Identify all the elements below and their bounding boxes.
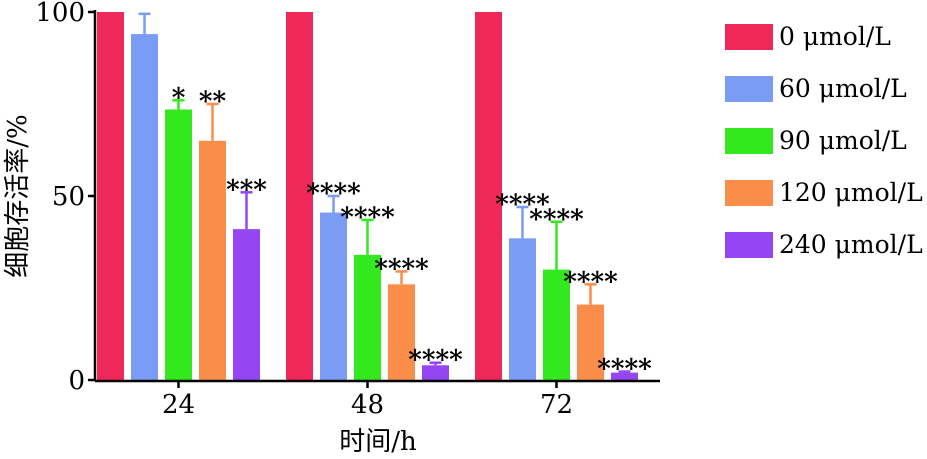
significance-label-3-72: **** <box>529 205 584 235</box>
bar-2-72 <box>509 238 536 380</box>
significance-label-3-24: * <box>172 83 186 113</box>
bars-layer: **** ********* ********** *********** **** <box>97 12 652 385</box>
significance-label-3-48: **** <box>340 203 395 233</box>
legend-label-2: 60 μmol/L <box>779 74 907 103</box>
y-tick-label: 100 <box>35 0 85 28</box>
significance-label-5-72: **** <box>597 355 652 385</box>
x-tick-label: 48 <box>351 390 384 420</box>
significance-label-2-48: **** <box>306 179 361 209</box>
legend-label-5: 240 μmol/L <box>779 230 923 259</box>
bar-5-24 <box>233 229 260 380</box>
x-tick-label: 72 <box>540 390 573 420</box>
legend-swatch-2 <box>725 76 773 102</box>
legend-label-1: 0 μmol/L <box>779 22 891 51</box>
y-tick-label: 0 <box>68 366 85 396</box>
bar-3-48 <box>354 254 381 380</box>
x-tick-label: 24 <box>162 390 195 420</box>
bar-2-48 <box>320 212 347 380</box>
significance-label-4-24: ** <box>199 87 227 117</box>
legend-swatch-4 <box>725 180 773 206</box>
y-axis-title: 细胞存活率/% <box>3 114 33 277</box>
bar-3-24 <box>165 109 192 381</box>
x-axis-title: 时间/h <box>339 427 417 457</box>
legend-swatch-5 <box>725 232 773 258</box>
legend-swatch-3 <box>725 128 773 154</box>
significance-label-5-24: *** <box>226 175 267 205</box>
ticks-layer: 0 50 100 24 48 72 <box>35 0 573 420</box>
labels-layer: 时间/h 细胞存活率/% <box>3 114 417 457</box>
bar-4-72 <box>577 304 604 380</box>
y-tick-label: 50 <box>52 182 85 212</box>
significance-label-2-72: **** <box>495 190 550 220</box>
legend-label-4: 120 μmol/L <box>779 178 923 207</box>
significance-label-4-48: **** <box>374 254 429 284</box>
bar-3-72 <box>543 269 570 380</box>
significance-label-5-48: **** <box>408 346 463 376</box>
significance-label-4-72: **** <box>563 267 618 297</box>
bar-1-48 <box>286 12 313 380</box>
bar-2-24 <box>131 34 158 380</box>
bar-4-24 <box>199 140 226 380</box>
bar-1-72 <box>475 12 502 380</box>
bar-4-48 <box>388 284 415 380</box>
bar-5-48 <box>422 365 449 380</box>
legend: 0 μmol/L 60 μmol/L 90 μmol/L 120 μmol/L 240 … <box>725 22 923 259</box>
legend-swatch-1 <box>725 24 773 50</box>
bar-1-24 <box>97 12 124 380</box>
bar-5-72 <box>611 372 638 380</box>
legend-label-3: 90 μmol/L <box>779 126 907 155</box>
